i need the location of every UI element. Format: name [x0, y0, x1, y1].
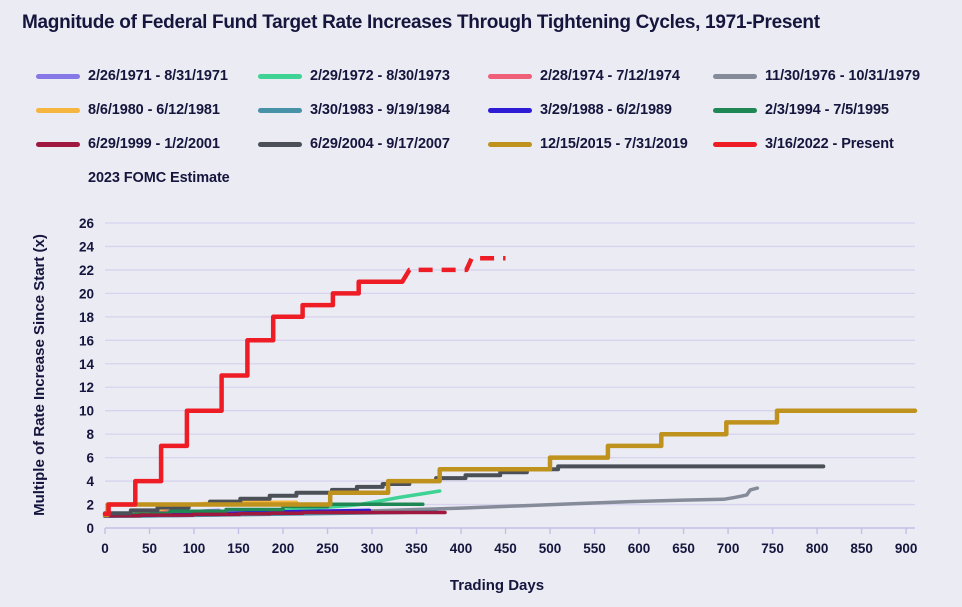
y-tick-label: 12 [79, 380, 94, 395]
legend-label: 6/29/1999 - 1/2/2001 [88, 136, 220, 152]
x-tick-label: 200 [272, 541, 295, 556]
legend-label: 12/15/2015 - 7/31/2019 [540, 136, 688, 152]
legend-label: 8/6/1980 - 6/12/1981 [88, 102, 220, 118]
y-tick-label: 2 [86, 498, 94, 513]
x-axis-title: Trading Days [450, 577, 544, 594]
legend-swatch-line [258, 107, 302, 113]
legend-item: 2/26/1971 - 8/31/1971 [36, 68, 228, 84]
x-tick-label: 500 [539, 541, 562, 556]
legend-swatch-line [36, 73, 80, 79]
legend-swatch-line [258, 73, 302, 79]
legend-item: 3/30/1983 - 9/19/1984 [258, 102, 450, 118]
y-tick-label: 22 [79, 263, 94, 278]
y-tick-label: 8 [86, 427, 94, 442]
legend-swatch-line [258, 141, 302, 147]
y-tick-label: 18 [79, 310, 95, 325]
legend-label: 11/30/1976 - 10/31/1979 [765, 68, 920, 84]
legend-label: 6/29/2004 - 9/17/2007 [310, 136, 450, 152]
legend-swatch-line [488, 73, 532, 79]
y-tick-label: 16 [79, 333, 95, 348]
y-tick-label: 20 [79, 286, 94, 301]
y-tick-label: 10 [79, 404, 94, 419]
y-tick-label: 26 [79, 216, 95, 231]
legend-label: 2/3/1994 - 7/5/1995 [765, 102, 889, 118]
page-title: Magnitude of Federal Fund Target Rate In… [22, 12, 820, 33]
series-line-11 [102, 279, 405, 517]
x-tick-label: 250 [316, 541, 339, 556]
x-tick-label: 800 [806, 541, 829, 556]
legend-item: 6/29/1999 - 1/2/2001 [36, 136, 220, 152]
legend-swatch-line [488, 141, 532, 147]
x-tick-label: 450 [494, 541, 517, 556]
legend-item: 2/29/1972 - 8/30/1973 [258, 68, 450, 84]
legend-item: 3/16/2022 - Present [713, 136, 894, 152]
x-tick-label: 700 [717, 541, 740, 556]
series-line-8 [103, 510, 447, 518]
x-tick-label: 650 [672, 541, 695, 556]
x-tick-label: 50 [142, 541, 157, 556]
x-tick-label: 100 [183, 541, 206, 556]
legend-item: 2/28/1974 - 7/12/1974 [488, 68, 680, 84]
legend-item: 12/15/2015 - 7/31/2019 [488, 136, 688, 152]
legend-item: 2/3/1994 - 7/5/1995 [713, 102, 889, 118]
legend-swatch-line [713, 73, 757, 79]
chart-legend: 2/26/1971 - 8/31/1971 2/29/1972 - 8/30/19… [0, 0, 962, 200]
x-tick-label: 850 [850, 541, 873, 556]
legend-swatch-line [36, 141, 80, 147]
x-tick-label: 400 [450, 541, 473, 556]
y-tick-label: 4 [86, 474, 94, 489]
x-tick-label: 750 [761, 541, 784, 556]
legend-label: 2/28/1974 - 7/12/1974 [540, 68, 680, 84]
legend-label: 3/29/1988 - 6/2/1989 [540, 102, 672, 118]
legend-label: 3/16/2022 - Present [765, 136, 894, 152]
x-tick-label: 0 [101, 541, 109, 556]
legend-label: 2/26/1971 - 8/31/1971 [88, 68, 228, 84]
legend-item: 6/29/2004 - 9/17/2007 [258, 136, 450, 152]
x-tick-label: 350 [405, 541, 428, 556]
x-tick-label: 900 [895, 541, 918, 556]
x-tick-label: 150 [227, 541, 250, 556]
legend-item: 2023 FOMC Estimate [36, 170, 230, 186]
legend-label: 3/30/1983 - 9/19/1984 [310, 102, 450, 118]
y-tick-label: 14 [79, 357, 95, 372]
y-axis-title: Multiple of Rate Increase Since Start (x… [31, 234, 48, 516]
y-tick-label: 0 [86, 521, 94, 536]
legend-item: 3/29/1988 - 6/2/1989 [488, 102, 672, 118]
legend-label: 2/29/1972 - 8/30/1973 [310, 68, 450, 84]
x-tick-label: 550 [583, 541, 606, 556]
legend-swatch-line [713, 107, 757, 113]
legend-item: 11/30/1976 - 10/31/1979 [713, 68, 920, 84]
legend-item: 8/6/1980 - 6/12/1981 [36, 102, 220, 118]
series-layer [102, 255, 918, 519]
legend-swatch-line [36, 107, 80, 113]
x-tick-label: 300 [361, 541, 384, 556]
series-line-10 [102, 408, 918, 518]
legend-label: 2023 FOMC Estimate [88, 170, 230, 186]
legend-swatch-line [488, 107, 532, 113]
y-tick-label: 24 [79, 239, 95, 254]
legend-swatch-line [713, 141, 757, 147]
x-tick-label: 600 [628, 541, 651, 556]
series-line-12 [400, 255, 506, 283]
gridlines [105, 222, 915, 506]
y-tick-label: 6 [86, 451, 94, 466]
